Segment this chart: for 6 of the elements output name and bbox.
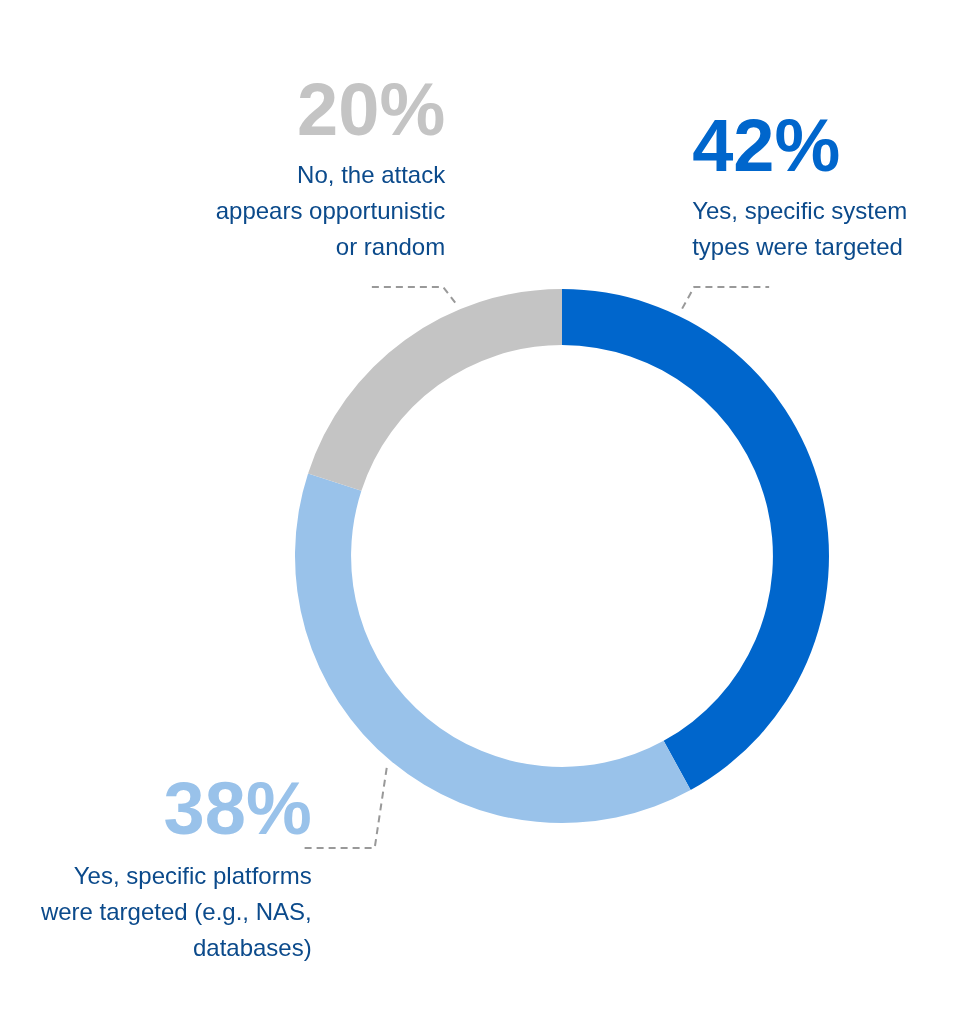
data-label: 38% (163, 766, 312, 850)
slice-label: Yes, specific platforms were targeted (e.g., NAS, databases) (39, 861, 312, 961)
slice-label: No, the attack appears opportunistic or random (215, 161, 447, 260)
slice-label: Yes, specific system types were targeted (692, 197, 908, 260)
data-label: 20% (297, 68, 446, 151)
data-label: 42% (692, 104, 841, 187)
